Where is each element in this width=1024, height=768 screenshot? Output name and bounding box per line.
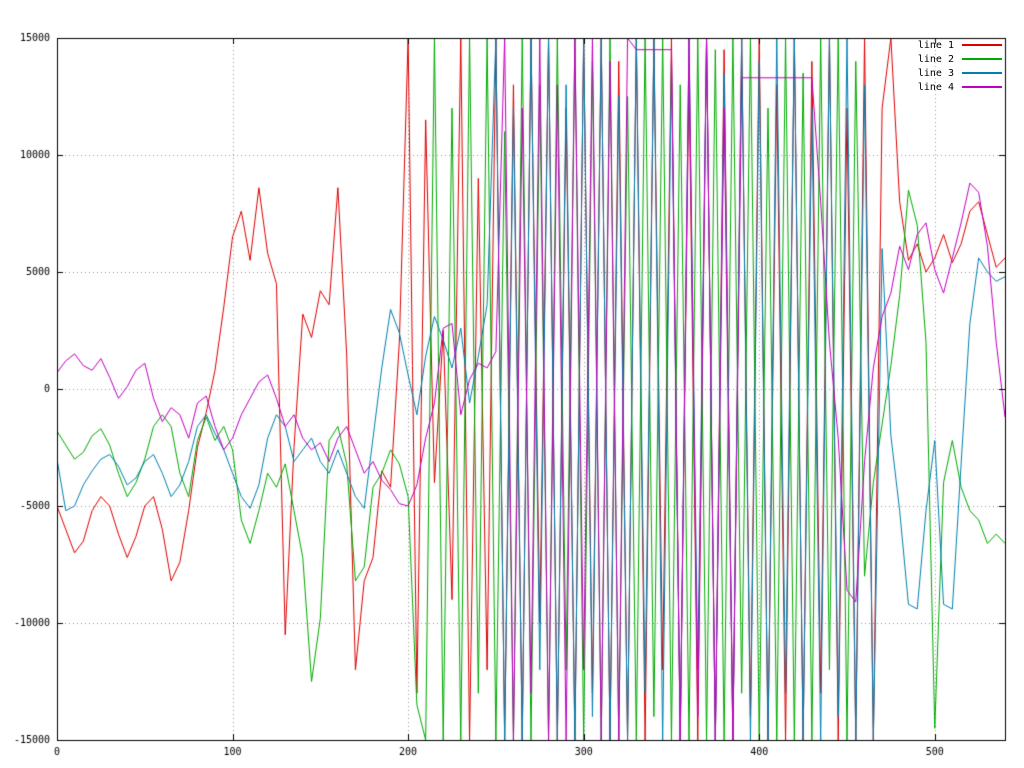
legend-label: line 2 bbox=[917, 53, 954, 65]
legend-line-sample bbox=[962, 44, 1002, 46]
legend-line-sample bbox=[962, 86, 1002, 88]
legend-line-sample bbox=[962, 58, 1002, 60]
legend-line-sample bbox=[962, 72, 1002, 74]
legend-entry-3: line 3 bbox=[917, 67, 1002, 79]
legend-entry-1: line 1 bbox=[917, 39, 1002, 51]
legend-label: line 3 bbox=[917, 67, 954, 79]
legend-entry-2: line 2 bbox=[917, 53, 1002, 65]
legend: line 1 line 2 line 3 line 4 bbox=[917, 39, 1002, 93]
legend-label: line 1 bbox=[917, 39, 954, 51]
legend-entry-4: line 4 bbox=[917, 81, 1002, 93]
legend-label: line 4 bbox=[917, 81, 954, 93]
